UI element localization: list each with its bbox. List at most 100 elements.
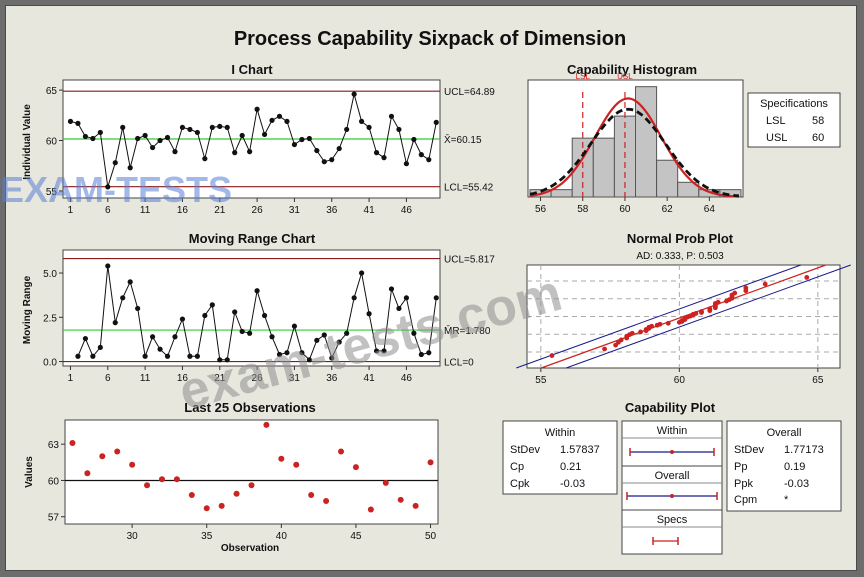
usl-label: USL — [617, 72, 633, 81]
watermark-exam-tests: EXAM-TESTS — [0, 169, 232, 210]
specs-usl-value: 60 — [812, 132, 824, 144]
y-tick-label: 0.0 — [43, 358, 57, 369]
data-point — [75, 353, 81, 359]
i-chart-ylabel: Individual Value — [22, 104, 33, 180]
specs-title: Specifications — [760, 98, 828, 110]
x-tick-label: 40 — [276, 531, 288, 542]
prob-point — [629, 330, 635, 336]
data-point — [217, 357, 223, 363]
data-point — [179, 316, 186, 322]
x-tick-label: 31 — [289, 205, 301, 216]
data-point — [293, 461, 300, 468]
data-point — [247, 330, 253, 336]
overall-pp-value: 0.19 — [784, 461, 805, 473]
data-point — [173, 476, 180, 483]
confidence-band — [516, 264, 802, 369]
data-point — [276, 351, 283, 358]
cap-specs-label: Specs — [657, 514, 688, 526]
x-tick-label: 21 — [214, 373, 226, 384]
data-point — [299, 350, 305, 356]
data-point — [157, 346, 163, 352]
x-tick-label: 1 — [68, 205, 74, 216]
data-point — [164, 353, 171, 359]
data-point — [367, 506, 374, 513]
data-point — [187, 353, 193, 359]
x-tick-label: 36 — [326, 205, 338, 216]
specs-usl-label: USL — [766, 132, 787, 144]
data-point — [263, 421, 270, 428]
x-tick-label: 16 — [177, 205, 189, 216]
data-point — [254, 106, 260, 112]
data-point — [224, 357, 230, 363]
data-point — [261, 312, 268, 319]
x-tick-label: 41 — [364, 373, 376, 384]
x-tick-label: 46 — [401, 205, 413, 216]
y-tick-label: 65 — [46, 86, 58, 97]
data-point — [433, 119, 439, 125]
data-point — [120, 124, 126, 131]
data-point — [418, 152, 424, 158]
x-tick-label: 11 — [140, 205, 151, 216]
last25-title: Last 25 Observations — [184, 400, 316, 415]
within-interval — [629, 448, 715, 456]
data-point — [120, 295, 126, 301]
data-point — [411, 136, 417, 143]
data-point — [82, 133, 88, 140]
data-point — [336, 339, 342, 345]
data-point — [284, 118, 290, 124]
data-point — [397, 496, 404, 503]
data-point — [239, 132, 245, 139]
data-point — [269, 117, 275, 123]
data-point — [396, 305, 402, 312]
within-stats-title: Within — [545, 427, 576, 439]
data-point — [135, 135, 141, 142]
overall-stats-box: Overall StDev 1.77173 Pp 0.19 Ppk -0.03 … — [726, 420, 842, 512]
data-point — [149, 144, 156, 151]
x-tick-label: 6 — [105, 373, 111, 384]
mr-chart-plot-area — [62, 249, 441, 367]
data-point — [157, 137, 163, 144]
within-cpk-value: -0.03 — [560, 478, 585, 490]
y-tick-label: 2.5 — [43, 313, 57, 324]
data-point — [97, 344, 103, 351]
x-tick-label: 26 — [252, 205, 264, 216]
specs-interval — [652, 537, 679, 545]
data-point — [69, 439, 76, 446]
data-point — [366, 124, 372, 131]
data-point — [232, 309, 238, 315]
mr-chart-ylabel: Moving Range — [22, 275, 33, 344]
x-tick-label: 60 — [619, 204, 631, 215]
data-point — [172, 149, 178, 155]
y-tick-label: 55 — [46, 187, 58, 198]
data-point — [142, 132, 148, 139]
x-tick-label: 16 — [177, 373, 189, 384]
data-point — [224, 124, 230, 131]
ucl-label: UCL=64.89 — [444, 87, 495, 98]
data-point — [188, 491, 195, 498]
data-point — [209, 124, 215, 131]
data-point — [403, 161, 410, 167]
lcl-label: LCL=0 — [444, 358, 474, 369]
data-point — [135, 305, 141, 312]
data-point — [164, 134, 171, 141]
data-point — [323, 498, 330, 505]
data-point — [418, 351, 424, 358]
within-curve — [529, 97, 739, 198]
prob-point — [618, 337, 624, 343]
x-tick-label: 36 — [326, 373, 338, 384]
x-tick-label: 41 — [364, 205, 376, 216]
data-point — [254, 288, 260, 294]
x-tick-label: 21 — [214, 205, 226, 216]
data-point — [359, 270, 365, 276]
data-point — [194, 129, 200, 136]
data-point — [127, 165, 133, 171]
data-point — [321, 332, 327, 338]
data-point — [187, 126, 193, 133]
series-line — [70, 93, 437, 188]
prob-point — [732, 290, 738, 296]
data-point — [338, 448, 345, 455]
x-tick-label: 55 — [535, 375, 547, 386]
specs-lsl-label: LSL — [766, 115, 786, 127]
overall-stdev-value: 1.77173 — [784, 444, 824, 456]
overall-stats-title: Overall — [767, 427, 802, 439]
